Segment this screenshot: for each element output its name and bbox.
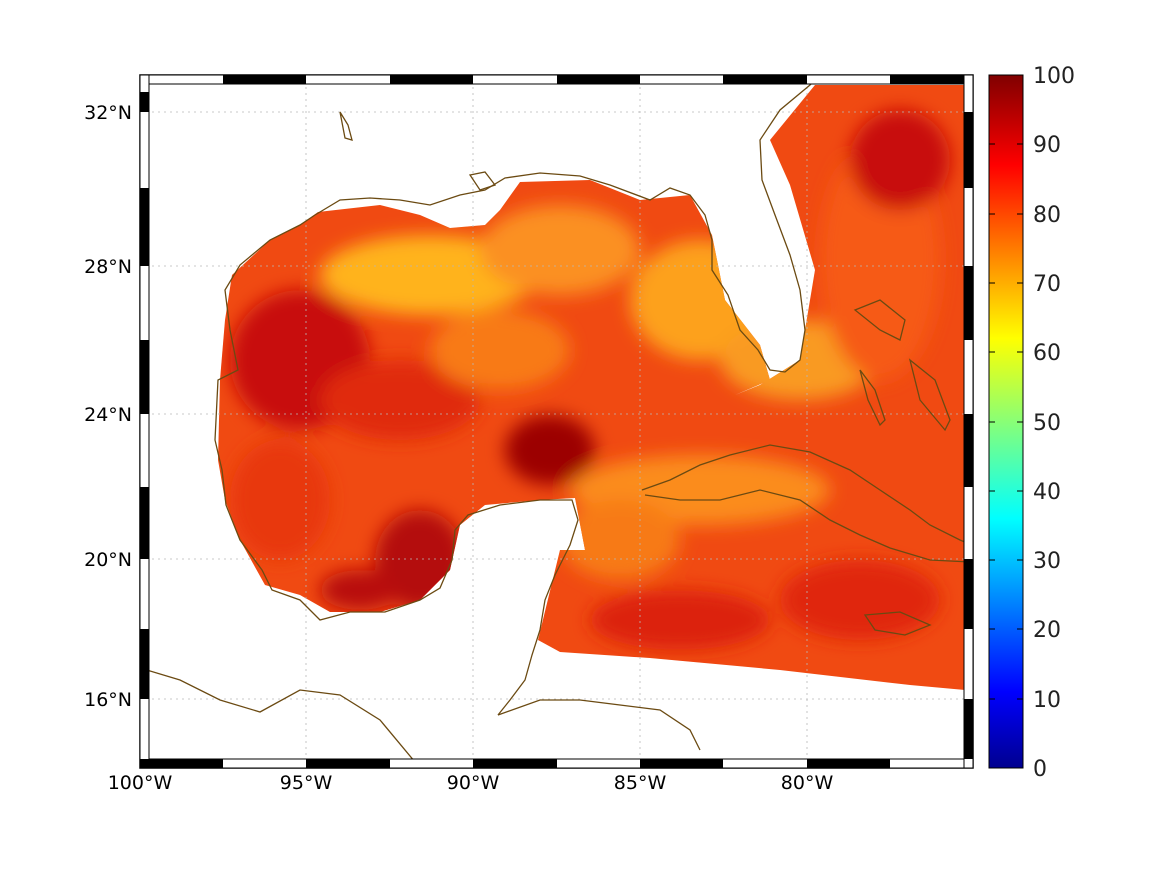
colorbar-tick-label: 10	[1033, 688, 1061, 713]
colorbar-tick-label: 60	[1033, 341, 1061, 366]
colorbar-tick-label: 20	[1033, 618, 1061, 643]
lon-tick-label: 85°W	[614, 772, 667, 794]
lon-tick-label: 80°W	[781, 772, 834, 794]
lat-tick-label: 16°N	[84, 689, 132, 711]
map-frame	[139, 74, 974, 769]
lon-tick-label: 95°W	[280, 772, 333, 794]
lon-tick-label: 90°W	[447, 772, 500, 794]
colorbar-tick-label: 30	[1033, 549, 1061, 574]
lon-tick-label: 100°W	[108, 772, 173, 794]
colorbar: 100 90 80 70 60 50 40 30 20 10 0	[988, 64, 1075, 782]
lat-tick-label: 28°N	[84, 256, 132, 278]
lat-tick-label: 32°N	[84, 102, 132, 124]
longitude-labels: 100°W 95°W 90°W 85°W 80°W	[108, 772, 834, 794]
colorbar-tick-label: 90	[1033, 133, 1061, 158]
colorbar-tick-label: 40	[1033, 480, 1061, 505]
ocean-data-field	[218, 85, 965, 690]
latitude-labels: 32°N 28°N 24°N 20°N 16°N	[84, 102, 132, 711]
colorbar-tick-label: 70	[1033, 272, 1061, 297]
graticule	[140, 75, 973, 768]
colorbar-tick-label: 0	[1033, 757, 1047, 782]
lat-tick-label: 24°N	[84, 404, 132, 426]
lat-tick-label: 20°N	[84, 549, 132, 571]
coastlines	[140, 75, 973, 768]
colorbar-tick-label: 80	[1033, 203, 1061, 228]
colorbar-tick-label: 100	[1033, 64, 1075, 89]
colorbar-tick-label: 50	[1033, 411, 1061, 436]
